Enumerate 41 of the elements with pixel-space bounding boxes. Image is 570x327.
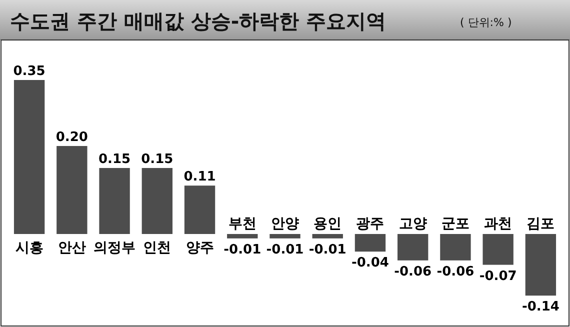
bar: [525, 234, 556, 296]
bar: [14, 80, 45, 234]
data-label: 0.35: [13, 64, 46, 79]
chart-title: 수도권 주간 매매값 상승-하락한 주요지역: [10, 9, 386, 33]
data-label: -0.01: [266, 242, 304, 258]
bar: [99, 168, 130, 234]
data-label: 0.11: [184, 170, 216, 185]
x-tick-label: 김포: [526, 216, 555, 232]
bar: [56, 146, 88, 234]
x-tick-label: 의정부: [94, 240, 136, 256]
bar: [312, 234, 343, 238]
bar: [184, 186, 216, 234]
x-tick-label: 시흥: [15, 240, 44, 256]
x-tick-label: 안산: [58, 240, 86, 256]
x-tick-label: 부천: [228, 216, 256, 232]
x-tick-label: 양주: [186, 240, 214, 256]
data-label: -0.07: [479, 268, 517, 284]
x-tick-label: 용인: [314, 216, 342, 232]
data-label: 0.20: [56, 130, 88, 145]
data-label: -0.01: [224, 242, 262, 258]
x-tick-label: 고양: [398, 216, 427, 232]
bar: [440, 234, 471, 260]
data-label: -0.06: [394, 264, 432, 280]
bar: [142, 168, 172, 234]
bar: [354, 234, 386, 252]
data-label: -0.14: [522, 300, 560, 315]
bar: [482, 234, 514, 265]
bar: [227, 234, 258, 238]
x-tick-label: 인천: [143, 240, 172, 256]
x-tick-label: 안양: [271, 216, 299, 232]
data-label: 0.15: [141, 152, 174, 167]
bar: [398, 234, 428, 260]
x-tick-label: 광주: [356, 216, 384, 232]
chart-subtitle: ( 단위:% ): [460, 16, 512, 29]
bar: [270, 234, 300, 238]
data-label: -0.01: [308, 242, 346, 258]
x-tick-label: 과천: [484, 216, 512, 232]
x-tick-label: 군포: [441, 216, 470, 232]
data-label: -0.06: [436, 264, 474, 280]
data-label: -0.04: [351, 256, 389, 271]
data-label: 0.15: [98, 152, 131, 167]
